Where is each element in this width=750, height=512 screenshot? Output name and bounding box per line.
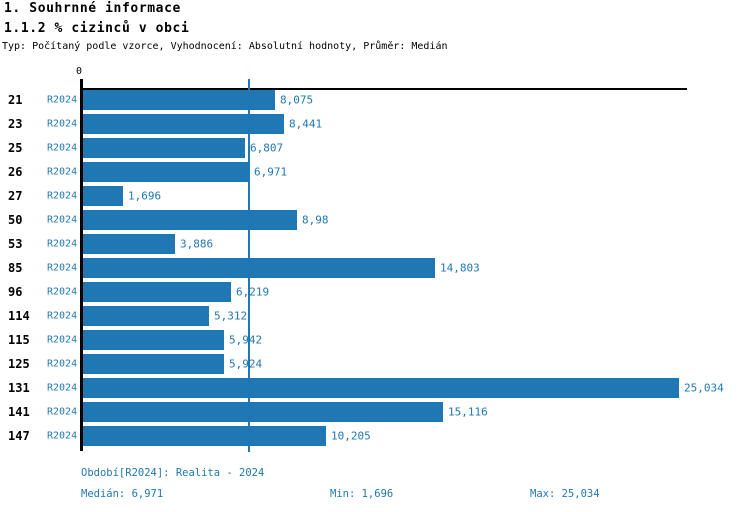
footer-max: Max: 25,034 <box>530 488 600 500</box>
series-label: R2024 <box>47 118 78 130</box>
category-label: 96 <box>8 285 23 299</box>
bar <box>83 306 209 326</box>
category-label: 131 <box>8 381 30 395</box>
series-label: R2024 <box>47 214 78 226</box>
series-label: R2024 <box>47 430 78 442</box>
bar <box>83 186 123 206</box>
series-label: R2024 <box>47 94 78 106</box>
report-title: 1. Souhrnné informace <box>4 1 181 16</box>
category-label: 53 <box>8 237 23 251</box>
bar <box>83 90 275 110</box>
category-label: 147 <box>8 429 30 443</box>
value-label: 6,219 <box>236 285 270 299</box>
value-label: 5,924 <box>229 357 263 371</box>
series-label: R2024 <box>47 262 78 274</box>
bar <box>83 378 679 398</box>
footer-period: Období[R2024]: Realita - 2024 <box>81 467 265 479</box>
category-label: 141 <box>8 405 30 419</box>
category-label: 27 <box>8 189 23 203</box>
bar <box>83 330 224 350</box>
value-label: 8,441 <box>289 117 323 131</box>
bar <box>83 426 326 446</box>
category-label: 115 <box>8 333 30 347</box>
bar <box>83 354 224 374</box>
category-label: 50 <box>8 213 23 227</box>
value-label: 10,205 <box>331 429 371 443</box>
series-label: R2024 <box>47 334 78 346</box>
series-label: R2024 <box>47 286 78 298</box>
series-label: R2024 <box>47 310 78 322</box>
bar <box>83 114 284 134</box>
value-label: 1,696 <box>128 189 162 203</box>
category-label: 26 <box>8 165 23 179</box>
category-label: 85 <box>8 261 23 275</box>
footer-median: Medián: 6,971 <box>81 488 164 500</box>
value-label: 3,886 <box>180 237 214 251</box>
category-label: 21 <box>8 93 23 107</box>
series-label: R2024 <box>47 166 78 178</box>
category-label: 114 <box>8 309 30 323</box>
value-label: 6,807 <box>250 141 284 155</box>
value-label: 15,116 <box>448 405 488 419</box>
series-label: R2024 <box>47 358 78 370</box>
series-label: R2024 <box>47 382 78 394</box>
bar <box>83 258 435 278</box>
series-label: R2024 <box>47 190 78 202</box>
value-label: 8,075 <box>280 93 314 107</box>
y-axis-line <box>80 79 83 451</box>
bar <box>83 210 297 230</box>
value-label: 5,312 <box>214 309 248 323</box>
category-label: 25 <box>8 141 23 155</box>
x-axis-line <box>81 88 687 90</box>
category-label: 125 <box>8 357 30 371</box>
category-label: 23 <box>8 117 23 131</box>
series-label: R2024 <box>47 142 78 154</box>
bar <box>83 282 231 302</box>
series-label: R2024 <box>47 406 78 418</box>
footer-min: Min: 1,696 <box>330 488 394 500</box>
bar <box>83 402 443 422</box>
value-label: 8,98 <box>302 213 329 227</box>
value-label: 5,942 <box>229 333 263 347</box>
bar <box>83 162 249 182</box>
report-subtitle: 1.1.2 % cizinců v obci <box>4 21 190 36</box>
bar <box>83 138 245 158</box>
value-label: 25,034 <box>684 381 724 395</box>
report-meta: Typ: Počítaný podle vzorce, Vyhodnocení:… <box>2 41 448 52</box>
value-label: 6,971 <box>254 165 288 179</box>
x-axis-zero-label: 0 <box>76 66 83 77</box>
series-label: R2024 <box>47 238 78 250</box>
bar <box>83 234 175 254</box>
value-label: 14,803 <box>440 261 480 275</box>
